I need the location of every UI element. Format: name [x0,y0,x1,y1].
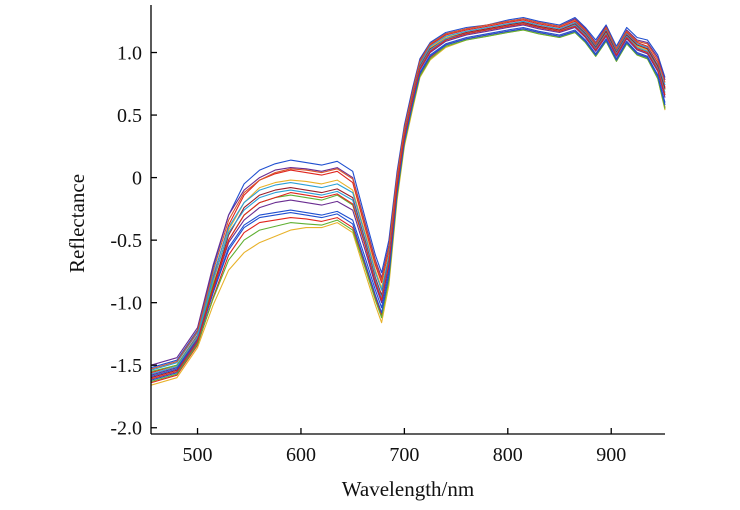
series-line-8 [150,26,666,381]
y-tick-label: -1.0 [110,293,142,315]
y-axis-title: Reflectance [65,174,89,273]
x-tick-label: 900 [596,444,626,466]
series-line-5 [150,23,666,373]
series-line-2 [150,19,666,374]
series-line-12 [150,29,666,383]
series-line-6 [150,20,666,371]
y-tick-label: -0.5 [110,230,142,252]
series-line-4 [150,18,666,366]
series-line-9 [150,28,666,384]
y-tick-label: -1.5 [110,355,142,377]
series-line-7 [150,21,666,379]
series-line-1 [150,16,666,369]
ticks-group: 500 600 700 800 900 -2.0 -1.5 -1.0 -0.5 0 0.5 1.0 [110,43,626,466]
x-tick-label: 500 [183,444,213,466]
series-line-15 [150,28,666,378]
y-tick-label: 0.5 [117,105,142,127]
y-tick-label: -2.0 [110,418,142,440]
x-tick-label: 800 [493,444,523,466]
x-tick-label: 600 [286,444,316,466]
series-line-10 [150,29,666,386]
series-line-16 [150,23,666,380]
series-group [150,16,666,386]
series-line-13 [150,23,666,375]
x-tick-label: 700 [389,444,419,466]
series-line-14 [150,18,666,370]
series-line-11 [150,24,666,376]
y-tick-label: 1.0 [117,43,142,65]
x-axis-title: Wavelength/nm [342,477,474,501]
y-tick-label: 0 [132,168,142,190]
axes-group [150,5,665,435]
series-line-3 [150,21,666,376]
